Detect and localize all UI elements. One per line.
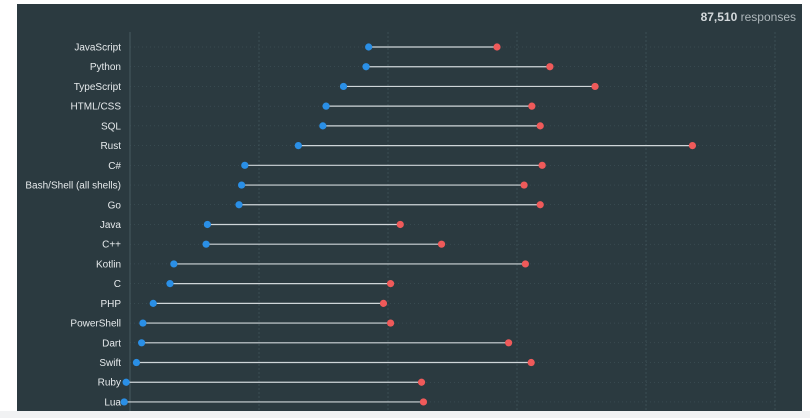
- category-label: TypeScript: [74, 82, 121, 93]
- blue-point[interactable]: [365, 43, 373, 51]
- bottom-strip: [0, 411, 810, 418]
- category-label: JavaScript: [74, 43, 121, 54]
- category-label: PHP: [100, 299, 121, 310]
- blue-point[interactable]: [235, 201, 243, 209]
- category-label: Java: [100, 220, 122, 231]
- blue-point[interactable]: [294, 142, 302, 150]
- blue-point[interactable]: [319, 122, 327, 130]
- category-label: PowerShell: [70, 319, 121, 330]
- red-point[interactable]: [505, 339, 513, 347]
- category-label: C++: [102, 240, 121, 251]
- red-point[interactable]: [521, 260, 529, 268]
- category-label: SQL: [101, 121, 121, 132]
- blue-point[interactable]: [122, 378, 130, 386]
- category-labels: JavaScript Python TypeScript HTML/CSS SQL Rus…: [25, 43, 121, 409]
- blue-point[interactable]: [241, 161, 249, 169]
- red-point[interactable]: [591, 82, 599, 91]
- red-point[interactable]: [527, 358, 535, 367]
- red-point[interactable]: [379, 299, 388, 307]
- grid-lines: [129, 32, 776, 411]
- blue-point[interactable]: [166, 280, 174, 288]
- red-point[interactable]: [386, 280, 395, 288]
- red-point[interactable]: [536, 122, 544, 130]
- red-point[interactable]: [520, 181, 528, 189]
- blue-point[interactable]: [202, 240, 210, 248]
- category-label: Ruby: [98, 378, 121, 389]
- red-point[interactable]: [688, 142, 697, 150]
- blue-point[interactable]: [237, 181, 246, 189]
- category-label: Bash/Shell (all shells): [25, 181, 121, 192]
- red-point[interactable]: [528, 102, 536, 110]
- blue-point[interactable]: [362, 63, 370, 71]
- category-label: Kotlin: [96, 259, 121, 270]
- red-point[interactable]: [546, 63, 554, 71]
- blue-point[interactable]: [203, 220, 211, 229]
- blue-point[interactable]: [120, 398, 128, 406]
- category-label: Dart: [102, 338, 121, 349]
- red-point[interactable]: [437, 240, 446, 248]
- category-label: Go: [108, 200, 122, 211]
- responses-label: responses: [740, 10, 796, 24]
- red-point[interactable]: [386, 319, 395, 327]
- red-point[interactable]: [538, 161, 546, 169]
- dumbbell-marks: [120, 43, 697, 406]
- category-label: C: [114, 279, 121, 290]
- category-label: Swift: [99, 358, 121, 369]
- blue-point[interactable]: [339, 82, 348, 91]
- red-point[interactable]: [417, 378, 426, 386]
- blue-point[interactable]: [132, 358, 141, 367]
- blue-point[interactable]: [139, 319, 147, 327]
- blue-point[interactable]: [170, 260, 178, 268]
- blue-point[interactable]: [149, 299, 157, 307]
- responses-number: 87,510: [700, 10, 738, 24]
- red-point[interactable]: [396, 220, 404, 229]
- category-label: HTML/CSS: [70, 102, 121, 113]
- category-label: Python: [90, 62, 121, 73]
- category-label: C#: [108, 161, 121, 172]
- red-point[interactable]: [493, 43, 501, 51]
- category-label: Rust: [100, 141, 121, 152]
- red-point[interactable]: [419, 398, 428, 406]
- blue-point[interactable]: [322, 102, 330, 110]
- responses-count: 87,510 responses: [701, 10, 796, 24]
- red-point[interactable]: [536, 201, 544, 209]
- blue-point[interactable]: [138, 339, 146, 347]
- category-label: Lua: [104, 397, 121, 408]
